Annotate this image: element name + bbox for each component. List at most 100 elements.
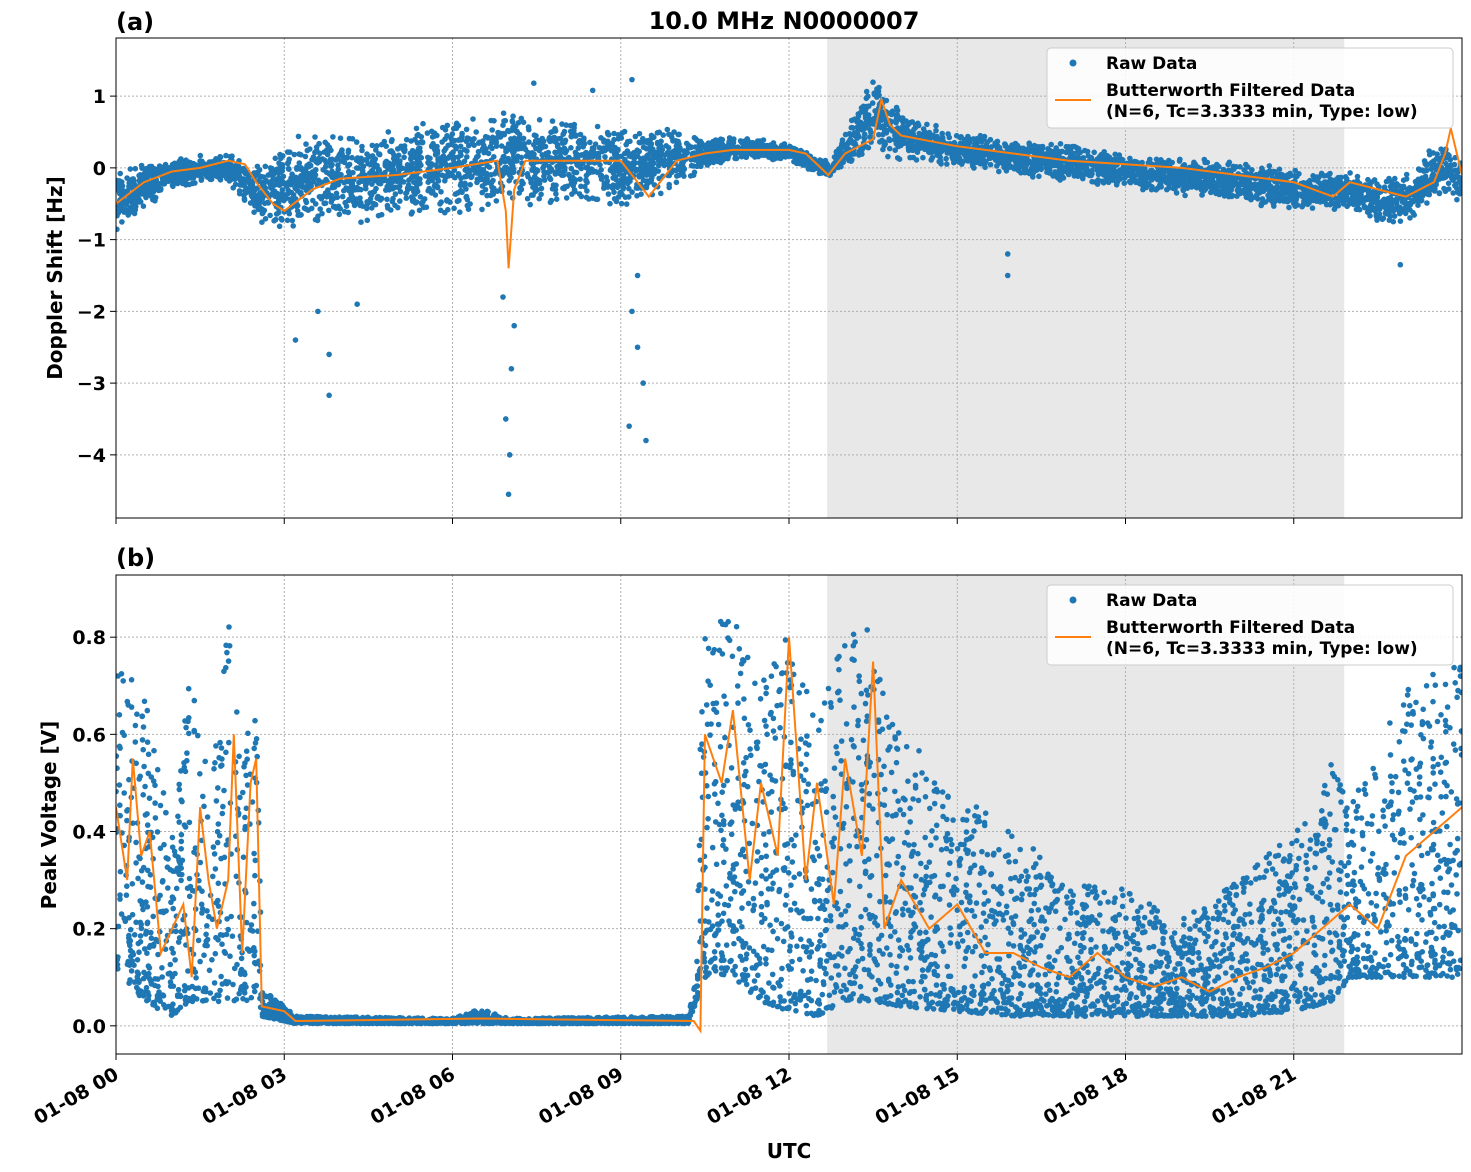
- raw-data-point: [197, 152, 204, 159]
- raw-data-point: [550, 182, 557, 188]
- raw-data-point: [1037, 149, 1044, 155]
- raw-data-point: [860, 103, 867, 110]
- raw-data-point: [1248, 184, 1255, 190]
- raw-data-point: [473, 129, 480, 135]
- raw-data-point: [965, 156, 972, 163]
- raw-data-point: [328, 171, 335, 177]
- raw-data-point: [344, 155, 351, 161]
- raw-data-point: [1248, 196, 1254, 203]
- raw-data-point: [511, 154, 517, 161]
- raw-data-point: [1181, 183, 1187, 189]
- raw-data-point: [247, 200, 254, 206]
- raw-data-point: [640, 135, 646, 142]
- raw-data-point: [685, 145, 692, 151]
- raw-data-point: [1372, 205, 1379, 212]
- raw-data-point: [983, 158, 989, 165]
- raw-data-point: [1365, 205, 1372, 211]
- raw-data-point: [289, 217, 296, 224]
- raw-data-point: [571, 121, 578, 128]
- raw-data-point: [1326, 185, 1333, 192]
- raw-data-point: [909, 143, 916, 149]
- raw-data-point: [144, 173, 151, 180]
- raw-data-point: [1340, 190, 1346, 197]
- raw-data-point: [157, 187, 164, 193]
- raw-data-point: [455, 154, 461, 160]
- raw-data-point: [509, 119, 516, 125]
- raw-data-point: [1403, 206, 1410, 212]
- raw-data-point: [291, 151, 298, 158]
- raw-data-point: [631, 149, 637, 156]
- raw-data-point: [1299, 193, 1306, 200]
- raw-data-point: [395, 204, 401, 211]
- raw-data-point: [1220, 166, 1227, 173]
- raw-data-point: [698, 144, 705, 151]
- raw-data-point: [648, 177, 655, 184]
- raw-data-point: [413, 186, 420, 192]
- raw-data-point: [639, 173, 645, 179]
- raw-data-point: [646, 170, 653, 177]
- raw-data-point: [907, 119, 913, 126]
- raw-data-point: [327, 156, 334, 163]
- raw-data-point: [547, 199, 554, 206]
- raw-data-point: [292, 185, 298, 191]
- raw-data-point: [488, 136, 495, 142]
- raw-data-point: [1036, 173, 1042, 180]
- raw-data-point: [914, 149, 921, 155]
- raw-data-point: [577, 131, 584, 138]
- raw-data-point: [622, 150, 628, 157]
- raw-data-point: [510, 150, 516, 156]
- raw-data-point: [1210, 164, 1216, 170]
- raw-data-point: [536, 195, 542, 202]
- raw-data-point: [217, 175, 223, 182]
- raw-data-point: [437, 207, 444, 214]
- raw-data-point: [1347, 170, 1353, 176]
- raw-data-point: [885, 153, 891, 160]
- raw-data-point: [791, 158, 797, 165]
- raw-data-point: [255, 172, 262, 179]
- raw-data-point: [470, 116, 476, 122]
- raw-data-point: [1304, 190, 1311, 197]
- raw-data-point: [1233, 164, 1239, 170]
- raw-data-point: [319, 179, 325, 186]
- raw-data-point: [850, 149, 857, 156]
- panel-label-a: (a): [116, 8, 154, 36]
- raw-data-point: [403, 136, 410, 143]
- raw-data-point: [465, 206, 472, 212]
- raw-data-point: [876, 131, 882, 138]
- raw-data-point: [1117, 176, 1124, 182]
- raw-data-point: [571, 127, 577, 134]
- raw-data-point: [236, 188, 243, 194]
- raw-data-point: [592, 141, 599, 147]
- raw-data-point: [745, 138, 752, 145]
- raw-data-point: [353, 165, 360, 171]
- raw-data-point: [546, 136, 552, 142]
- raw-data-point: [472, 157, 479, 163]
- raw-data-point: [143, 187, 150, 194]
- raw-data-point: [608, 142, 615, 148]
- raw-data-point: [536, 180, 543, 187]
- raw-data-point: [598, 176, 605, 182]
- raw-data-point: [418, 162, 424, 168]
- raw-data-point: [1242, 186, 1249, 193]
- raw-data-point: [122, 206, 128, 213]
- raw-data-point: [131, 198, 138, 205]
- raw-data-point: [487, 143, 494, 150]
- raw-data-point: [374, 143, 380, 149]
- raw-data-point: [346, 196, 353, 203]
- raw-data-point: [444, 133, 450, 139]
- raw-data-point: [326, 207, 332, 214]
- raw-data-point: [1121, 180, 1128, 186]
- raw-data-point: [580, 137, 587, 144]
- raw-data-point: [697, 138, 704, 145]
- raw-data-point: [447, 199, 453, 205]
- raw-data-point: [886, 145, 893, 152]
- raw-data-point: [874, 94, 880, 100]
- raw-data-point: [520, 135, 527, 142]
- raw-data-point: [464, 154, 470, 160]
- raw-data-point: [595, 169, 601, 176]
- raw-data-point: [1396, 209, 1403, 215]
- raw-data-point: [198, 177, 205, 183]
- raw-data-point: [1188, 184, 1195, 190]
- raw-data-point: [328, 195, 335, 202]
- raw-data-point: [464, 173, 470, 179]
